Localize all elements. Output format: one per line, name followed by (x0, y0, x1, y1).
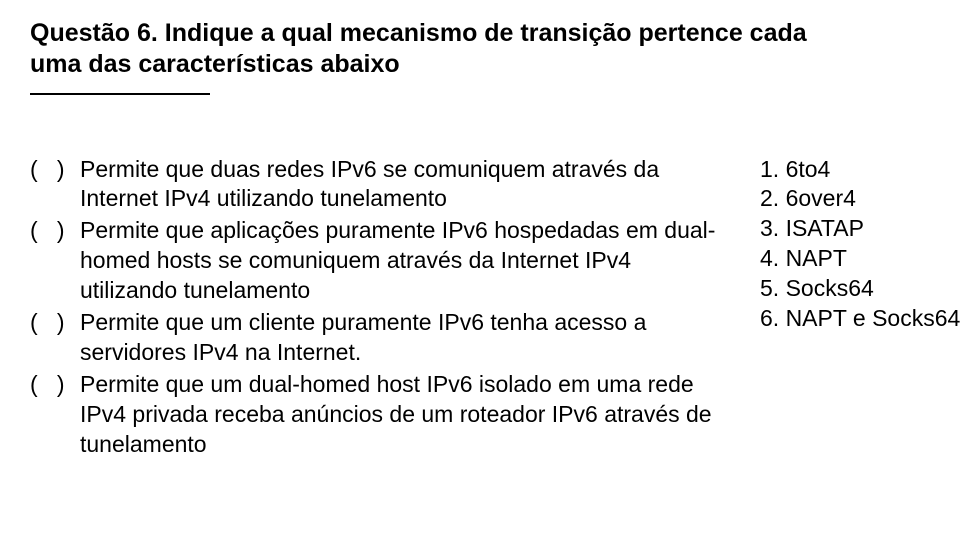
item-text: Permite que aplicações puramente IPv6 ho… (80, 216, 730, 306)
list-item: ( ) Permite que um dual-homed host IPv6 … (30, 370, 730, 460)
option: 1. 6to4 (760, 155, 960, 185)
question-title: Questão 6. Indique a qual mecanismo de t… (30, 18, 930, 81)
characteristics-list: ( ) Permite que duas redes IPv6 se comun… (30, 155, 730, 462)
title-line-2: uma das características abaixo (30, 49, 930, 80)
answer-blank[interactable]: ( ) (30, 155, 80, 215)
answer-blank[interactable]: ( ) (30, 370, 80, 460)
option: 3. ISATAP (760, 214, 960, 244)
answer-blank[interactable]: ( ) (30, 216, 80, 306)
option: 2. 6over4 (760, 184, 960, 214)
answer-blank[interactable]: ( ) (30, 308, 80, 368)
option: 6. NAPT e Socks64 (760, 304, 960, 334)
option: 4. NAPT (760, 244, 960, 274)
list-item: ( ) Permite que duas redes IPv6 se comun… (30, 155, 730, 215)
content-row: ( ) Permite que duas redes IPv6 se comun… (30, 155, 930, 462)
title-underline (30, 93, 210, 95)
item-text: Permite que um cliente puramente IPv6 te… (80, 308, 730, 368)
options-list: 1. 6to4 2. 6over4 3. ISATAP 4. NAPT 5. S… (760, 155, 960, 462)
list-item: ( ) Permite que aplicações puramente IPv… (30, 216, 730, 306)
title-line-1: Questão 6. Indique a qual mecanismo de t… (30, 18, 930, 49)
item-text: Permite que duas redes IPv6 se comunique… (80, 155, 730, 215)
option: 5. Socks64 (760, 274, 960, 304)
list-item: ( ) Permite que um cliente puramente IPv… (30, 308, 730, 368)
item-text: Permite que um dual-homed host IPv6 isol… (80, 370, 730, 460)
